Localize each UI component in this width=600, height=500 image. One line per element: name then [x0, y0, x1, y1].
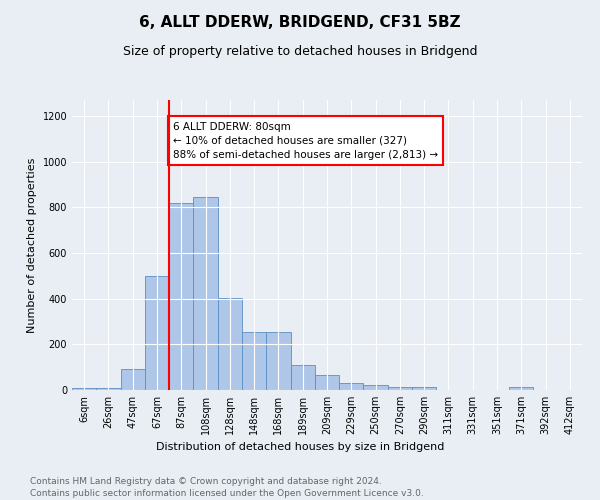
Bar	[193, 197, 218, 390]
Text: Contains public sector information licensed under the Open Government Licence v3: Contains public sector information licen…	[30, 489, 424, 498]
Bar	[364, 386, 388, 390]
Bar	[242, 332, 266, 390]
Text: Size of property relative to detached houses in Bridgend: Size of property relative to detached ho…	[123, 45, 477, 58]
Text: Contains HM Land Registry data © Crown copyright and database right 2024.: Contains HM Land Registry data © Crown c…	[30, 478, 382, 486]
Bar	[266, 332, 290, 390]
Bar	[218, 298, 242, 390]
Text: 6, ALLT DDERW, BRIDGEND, CF31 5BZ: 6, ALLT DDERW, BRIDGEND, CF31 5BZ	[139, 15, 461, 30]
Text: Distribution of detached houses by size in Bridgend: Distribution of detached houses by size …	[156, 442, 444, 452]
Bar	[509, 387, 533, 390]
Bar	[121, 370, 145, 390]
Y-axis label: Number of detached properties: Number of detached properties	[27, 158, 37, 332]
Text: 6 ALLT DDERW: 80sqm
← 10% of detached houses are smaller (327)
88% of semi-detac: 6 ALLT DDERW: 80sqm ← 10% of detached ho…	[173, 122, 438, 160]
Bar	[412, 387, 436, 390]
Bar	[96, 388, 121, 390]
Bar	[339, 382, 364, 390]
Bar	[388, 387, 412, 390]
Bar	[315, 375, 339, 390]
Bar	[145, 276, 169, 390]
Bar	[290, 365, 315, 390]
Bar	[169, 203, 193, 390]
Bar	[72, 388, 96, 390]
